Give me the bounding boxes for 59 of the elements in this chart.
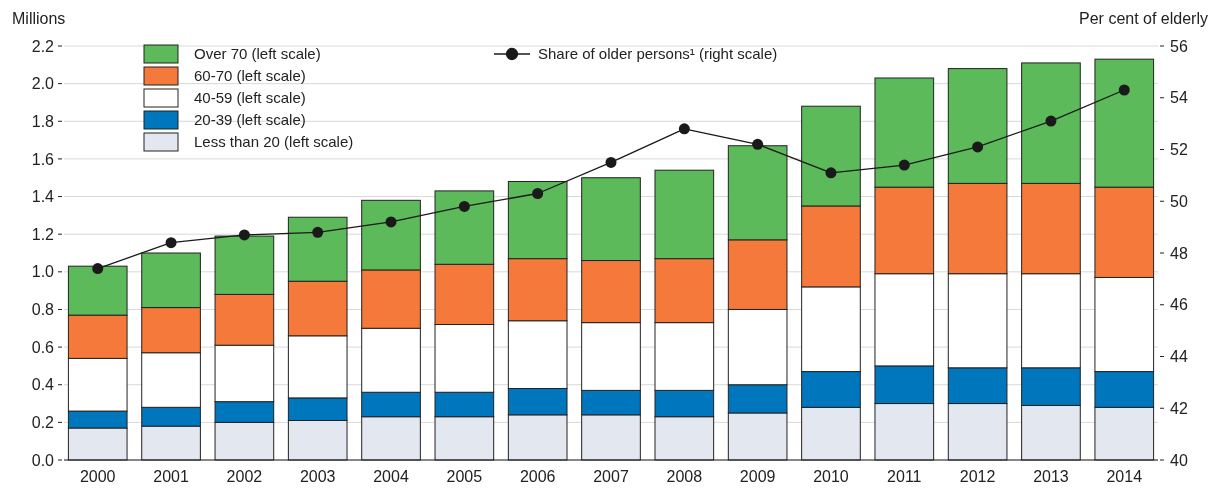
y2-tick-label: 44	[1170, 348, 1188, 366]
y-tick-label: 1.6	[31, 150, 55, 168]
y2-tick-label: 52	[1170, 141, 1188, 159]
point	[825, 167, 837, 179]
x-tick-label: 2006	[519, 468, 556, 485]
y-tick-label: 1.2	[31, 225, 55, 243]
point	[898, 159, 910, 171]
x-tick-label: 2008	[666, 468, 703, 485]
y-axis-title: Millions	[12, 10, 66, 27]
y2-axis-title: Per cent of elderly	[1079, 10, 1208, 27]
point	[1118, 84, 1130, 96]
y-tick-label: 1.4	[31, 188, 55, 206]
point	[385, 216, 397, 228]
legend-label: Over 70 (left scale)	[194, 45, 321, 63]
x-tick-label: 2009	[739, 468, 776, 485]
point	[678, 123, 690, 135]
point	[1045, 115, 1057, 127]
legend-label: Share of older persons¹ (right scale)	[538, 45, 778, 63]
point	[972, 141, 984, 153]
x-tick-label: 2013	[1033, 468, 1069, 485]
y-tick-label: 0.4	[31, 376, 55, 394]
point	[605, 156, 617, 168]
y2-tick-label: 42	[1170, 399, 1188, 417]
x-tick-label: 2001	[153, 468, 189, 485]
y2-tick-label: 40	[1170, 451, 1188, 469]
y-tick-label: 1.8	[31, 112, 55, 130]
y2-tick-label: 48	[1170, 244, 1188, 262]
y-tick-label: 2.2	[31, 37, 55, 55]
x-tick-label: 2012	[959, 468, 996, 485]
x-tick-label: 2011	[887, 468, 922, 485]
x-tick-label: 2000	[79, 468, 116, 485]
x-tick-label: 2014	[1106, 468, 1143, 485]
y-tick-label: 0.2	[31, 413, 55, 431]
point	[458, 200, 470, 212]
x-tick-label: 2010	[813, 468, 849, 485]
x-tick-label: 2002	[226, 468, 263, 485]
y2-tick-label: 50	[1170, 192, 1188, 210]
point	[312, 226, 324, 238]
x-tick-label: 2003	[299, 468, 336, 485]
y2-tick-label: 54	[1170, 89, 1188, 107]
legend-label: Less than 20 (left scale)	[194, 133, 354, 151]
legend-label: 60-70 (left scale)	[194, 67, 306, 85]
point	[92, 263, 104, 275]
point	[165, 237, 177, 249]
point	[752, 138, 764, 150]
legend-label: 40-59 (left scale)	[194, 89, 306, 107]
point	[532, 187, 544, 199]
y-tick-label: 0.8	[31, 301, 55, 319]
legend-label: 20-39 (left scale)	[194, 111, 306, 129]
y2-tick-label: 56	[1170, 37, 1188, 55]
point	[238, 229, 250, 241]
x-tick-label: 2007	[593, 468, 629, 485]
y-tick-label: 1.0	[31, 263, 55, 281]
x-tick-label: 2005	[446, 468, 483, 485]
y-tick-label: 2.0	[31, 75, 55, 93]
y-tick-label: 0.6	[31, 338, 55, 356]
y-tick-label: 0.0	[31, 451, 55, 469]
y2-tick-label: 46	[1170, 296, 1188, 314]
x-tick-label: 2004	[373, 468, 409, 485]
